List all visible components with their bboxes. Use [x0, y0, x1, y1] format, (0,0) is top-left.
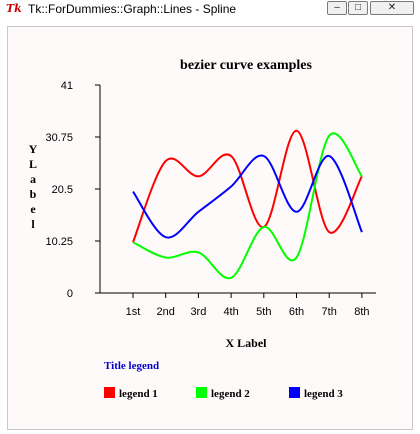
legend-title: Title legend [104, 360, 159, 372]
maximize-button[interactable]: □ [348, 1, 368, 15]
y-axis-label-char: b [30, 187, 37, 201]
window-title: Tk::ForDummies::Graph::Lines - Spline [28, 2, 237, 16]
y-tick-label: 0 [67, 288, 73, 300]
title-bar[interactable]: Tk Tk::ForDummies::Graph::Lines - Spline… [0, 0, 420, 18]
close-button[interactable]: ✕ [370, 1, 414, 15]
minimize-icon: – [334, 2, 340, 13]
x-tick-label: 3rd [190, 306, 206, 318]
legend-label: legend 3 [304, 388, 343, 400]
y-tick-label: 10.25 [45, 236, 73, 248]
y-tick-label: 30.75 [45, 132, 73, 144]
y-axis-label-char: l [31, 217, 35, 231]
close-icon: ✕ [387, 2, 397, 13]
y-axis-label-char: e [30, 202, 36, 216]
series-lines [132, 129, 363, 280]
tk-feather-icon: Tk [6, 2, 22, 15]
legend-swatch [289, 387, 300, 398]
y-axis-label-char: Y [29, 142, 38, 156]
x-tick-label: 8th [354, 306, 369, 318]
y-ticks: 0 10.25 20.5 30.75 41 [45, 80, 100, 300]
maximize-icon: □ [354, 2, 362, 13]
legend-label: legend 2 [211, 388, 250, 400]
y-axis-label-char: L [29, 157, 37, 171]
series-line-3 [132, 154, 363, 239]
y-tick-label: 20.5 [52, 184, 73, 196]
legend: legend 1 legend 2 legend 3 [104, 387, 343, 400]
x-tick-label: 7th [322, 306, 337, 318]
x-tick-label: 4th [223, 306, 238, 318]
x-tick-label: 2nd [157, 306, 175, 318]
window-controls: – □ ✕ [326, 1, 414, 15]
x-tick-label: 5th [256, 306, 271, 318]
y-axis-label-char: a [30, 172, 36, 186]
x-ticks: 1st 2nd 3rd 4th 5th 6th 7th 8th [126, 293, 370, 318]
x-tick-label: 1st [126, 306, 141, 318]
legend-swatch [196, 387, 207, 398]
y-tick-label: 41 [61, 80, 73, 92]
minimize-button[interactable]: – [327, 1, 347, 15]
legend-label: legend 1 [119, 388, 158, 400]
x-axis-label: X Label [225, 336, 267, 350]
series-line-1 [132, 129, 363, 243]
series-line-2 [132, 132, 363, 280]
chart-title: bezier curve examples [180, 58, 312, 73]
legend-swatch [104, 387, 115, 398]
x-tick-label: 6th [289, 306, 304, 318]
